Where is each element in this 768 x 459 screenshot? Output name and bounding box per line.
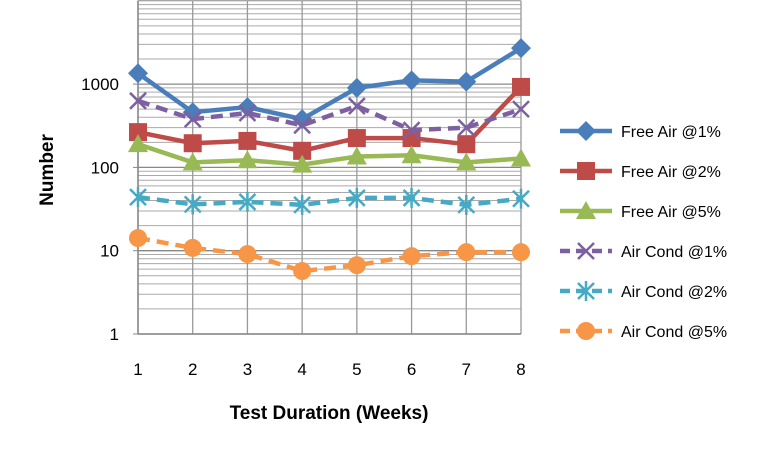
- data-point: [237, 150, 258, 169]
- data-point: [183, 238, 202, 257]
- data-point: [511, 148, 531, 167]
- legend-item: Free Air @5%: [560, 201, 721, 221]
- data-point: [512, 100, 530, 119]
- data-point: [238, 191, 257, 212]
- x-tick-label: 2: [188, 360, 197, 379]
- legend-marker: [576, 121, 596, 141]
- legend-item: Air Cond @5%: [560, 322, 727, 341]
- data-point: [401, 145, 422, 164]
- series-free-air-5-: [128, 134, 531, 173]
- data-point: [402, 121, 421, 140]
- y-tick-label: 1: [110, 325, 119, 344]
- data-point: [456, 152, 477, 171]
- x-tick-label: 8: [516, 360, 525, 379]
- series-line: [137, 85, 523, 154]
- data-point: [183, 194, 202, 215]
- x-tick-label: 1: [133, 360, 142, 379]
- legend-marker: [577, 322, 595, 340]
- legend-marker: [577, 242, 595, 260]
- data-point: [347, 97, 366, 115]
- data-point: [346, 77, 367, 98]
- data-point: [182, 152, 203, 171]
- data-point: [293, 262, 312, 281]
- x-tick-label: 3: [243, 360, 252, 379]
- legend-label: Free Air @5%: [621, 204, 721, 221]
- legend-label: Free Air @1%: [621, 124, 721, 141]
- data-point: [347, 187, 366, 208]
- y-tick-label: 100: [91, 158, 119, 177]
- data-point: [129, 229, 147, 248]
- data-point: [238, 245, 257, 264]
- data-point: [292, 154, 313, 173]
- legend-item: Air Cond @2%: [560, 281, 727, 301]
- series-free-air-2-: [129, 77, 530, 160]
- legend-item: Free Air @2%: [560, 162, 721, 181]
- legend-label: Air Cond @2%: [621, 284, 727, 301]
- series-air-cond-2-: [129, 187, 530, 215]
- data-point: [129, 123, 147, 142]
- data-point: [293, 194, 312, 215]
- legend-label: Air Cond @1%: [621, 244, 727, 261]
- data-point: [457, 243, 476, 262]
- data-point: [512, 243, 530, 262]
- data-point: [183, 134, 202, 153]
- data-point: [129, 91, 147, 110]
- series-line: [137, 142, 522, 167]
- data-point: [512, 188, 530, 209]
- legend-marker: [577, 162, 595, 180]
- data-point: [183, 110, 202, 128]
- data-point: [128, 134, 148, 153]
- data-point: [293, 116, 312, 135]
- data-point: [293, 141, 312, 160]
- series-line: [137, 194, 522, 208]
- legend-label: Air Cond @5%: [621, 324, 727, 341]
- legend-item: Air Cond @1%: [560, 242, 727, 261]
- x-tick-label: 5: [352, 360, 361, 379]
- data-point: [457, 118, 476, 137]
- data-point: [128, 63, 148, 84]
- y-axis-title: Number: [37, 134, 58, 206]
- data-point: [456, 71, 477, 92]
- data-point: [402, 247, 421, 266]
- data-point: [402, 187, 421, 208]
- data-point: [457, 135, 476, 154]
- axes: 1 10 100 1000 1 2 3 4 5 6 7 8: [81, 0, 526, 379]
- x-tick-label: 7: [462, 360, 471, 379]
- x-tick-label: 6: [407, 360, 416, 379]
- data-point: [347, 129, 366, 148]
- data-point: [238, 104, 257, 122]
- series-air-cond-1-: [129, 91, 530, 140]
- x-tick-label: 4: [297, 360, 306, 379]
- y-tick-label: 1000: [81, 75, 119, 94]
- legend: Free Air @1% Free Air @2% Free Air @5% Air …: [560, 121, 727, 341]
- data-point: [512, 77, 530, 96]
- x-axis-title: Test Duration (Weeks): [230, 403, 429, 424]
- data-point: [238, 131, 257, 150]
- data-point: [511, 38, 531, 59]
- data-point: [347, 256, 366, 275]
- legend-label: Free Air @2%: [621, 164, 721, 181]
- series-line: [137, 98, 522, 133]
- series-line: [137, 235, 521, 274]
- data-point: [457, 194, 476, 215]
- data-point: [129, 187, 147, 208]
- legend-marker: [577, 281, 595, 301]
- series-group: [128, 38, 531, 281]
- series-air-cond-5-: [129, 229, 530, 281]
- data-point: [401, 70, 422, 91]
- legend-item: Free Air @1%: [560, 121, 721, 141]
- data-point: [346, 146, 367, 165]
- legend-marker: [576, 201, 596, 219]
- y-tick-label: 10: [100, 242, 119, 261]
